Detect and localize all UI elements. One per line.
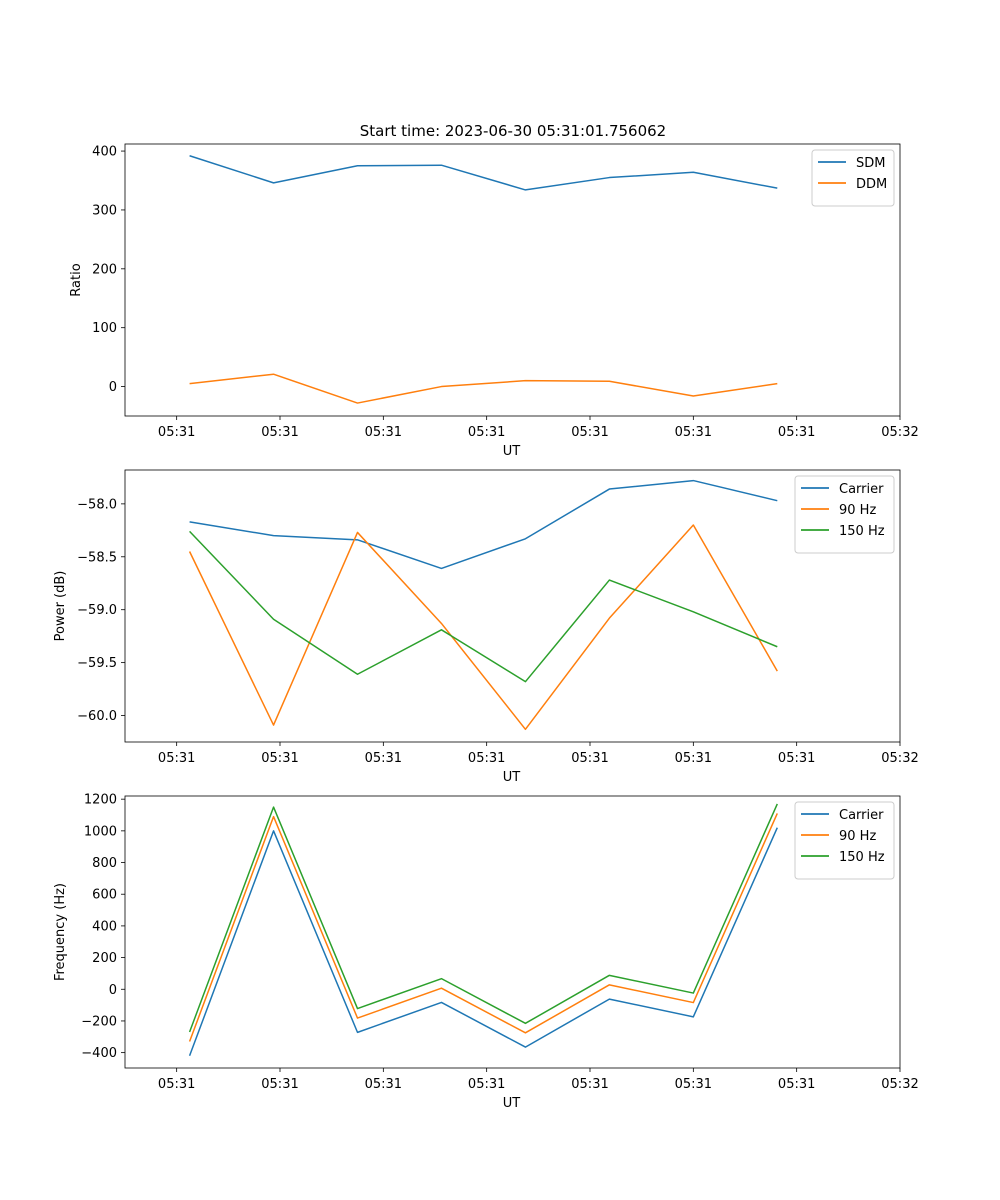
legend-label: DDM <box>856 177 887 192</box>
y-tick-label: −59.5 <box>77 656 117 671</box>
series-line-carrier <box>188 827 778 1057</box>
y-axis-label: Power (dB) <box>53 571 68 642</box>
figure-title: Start time: 2023-06-30 05:31:01.756062 <box>360 122 666 140</box>
y-tick-label: −60.0 <box>77 709 117 724</box>
y-tick-label: −400 <box>81 1046 117 1061</box>
x-tick-label: 05:31 <box>261 425 298 440</box>
x-tick-label: 05:32 <box>881 1077 918 1092</box>
x-tick-label: 05:31 <box>778 1077 815 1092</box>
x-tick-label: 05:31 <box>571 751 608 766</box>
y-tick-label: −58.0 <box>77 497 117 512</box>
x-tick-label: 05:31 <box>571 1077 608 1092</box>
x-tick-label: 05:31 <box>468 425 505 440</box>
axes-frame <box>124 143 901 417</box>
y-tick-label: 1200 <box>84 793 117 808</box>
x-axis-label: UT <box>503 444 521 459</box>
x-tick-label: 05:31 <box>261 751 298 766</box>
legend-label: SDM <box>856 156 885 171</box>
series-line-90-hz <box>188 813 778 1042</box>
x-axis-label: UT <box>503 770 521 785</box>
x-axis-label: UT <box>503 1096 521 1111</box>
y-axis-label: Frequency (Hz) <box>53 883 68 981</box>
x-tick-label: 05:32 <box>881 425 918 440</box>
y-tick-label: −59.0 <box>77 603 117 618</box>
legend-label: 90 Hz <box>839 503 876 518</box>
legend-box <box>811 149 895 207</box>
y-tick-label: 1000 <box>84 824 117 839</box>
x-tick-label: 05:31 <box>571 425 608 440</box>
legend-label: 150 Hz <box>839 850 885 865</box>
ratio-chart: 05:31 05:31 05:31 05:31 05:31 05:31 05:31 05:32… <box>69 143 919 459</box>
legend-label: Carrier <box>839 808 884 823</box>
series-line-150-hz <box>188 803 778 1033</box>
x-tick-label: 05:31 <box>468 1077 505 1092</box>
legend: Carrier 90 Hz 150 Hz <box>794 801 895 880</box>
y-tick-label: 0 <box>109 983 117 998</box>
y-tick-label: −200 <box>81 1014 117 1029</box>
x-tick-label: 05:31 <box>365 1077 402 1092</box>
x-tick-label: 05:31 <box>158 425 195 440</box>
x-tick-label: 05:31 <box>675 751 712 766</box>
x-tick-label: 05:31 <box>778 751 815 766</box>
y-tick-label: 200 <box>92 262 117 277</box>
axes-frame <box>124 795 901 1069</box>
legend-label: Carrier <box>839 482 884 497</box>
legend-label: 150 Hz <box>839 524 885 539</box>
power-chart: 05:31 05:31 05:31 05:31 05:31 05:31 05:31 05:32… <box>53 469 919 785</box>
x-tick-label: 05:31 <box>365 425 402 440</box>
legend-box <box>794 475 895 554</box>
x-tick-label: 05:32 <box>881 751 918 766</box>
frequency-chart: 05:31 05:31 05:31 05:31 05:31 05:31 05:31 05:32… <box>53 793 919 1111</box>
series-line-sdm <box>189 155 778 191</box>
series-line-ddm <box>189 373 778 404</box>
y-tick-label: 600 <box>92 888 117 903</box>
series-line-carrier <box>189 479 778 570</box>
y-tick-label: 800 <box>92 856 117 871</box>
legend-box <box>794 801 895 880</box>
x-tick-label: 05:31 <box>158 1077 195 1092</box>
x-tick-label: 05:31 <box>468 751 505 766</box>
y-tick-label: 200 <box>92 951 117 966</box>
x-tick-label: 05:31 <box>261 1077 298 1092</box>
legend-label: 90 Hz <box>839 829 876 844</box>
legend: SDM DDM <box>811 149 895 207</box>
y-tick-label: 100 <box>92 321 117 336</box>
x-tick-label: 05:31 <box>675 1077 712 1092</box>
series-line-90-hz <box>188 524 778 731</box>
y-tick-label: 400 <box>92 919 117 934</box>
y-tick-label: 300 <box>92 203 117 218</box>
x-tick-label: 05:31 <box>365 751 402 766</box>
y-axis-label: Ratio <box>69 263 84 296</box>
x-tick-label: 05:31 <box>675 425 712 440</box>
y-tick-label: 400 <box>92 145 117 160</box>
x-tick-label: 05:31 <box>158 751 195 766</box>
series-line-150-hz <box>189 530 778 683</box>
axes-frame <box>124 469 901 743</box>
y-tick-label: 0 <box>109 380 117 395</box>
legend: Carrier 90 Hz 150 Hz <box>794 475 895 554</box>
y-tick-label: −58.5 <box>77 550 117 565</box>
x-tick-label: 05:31 <box>778 425 815 440</box>
